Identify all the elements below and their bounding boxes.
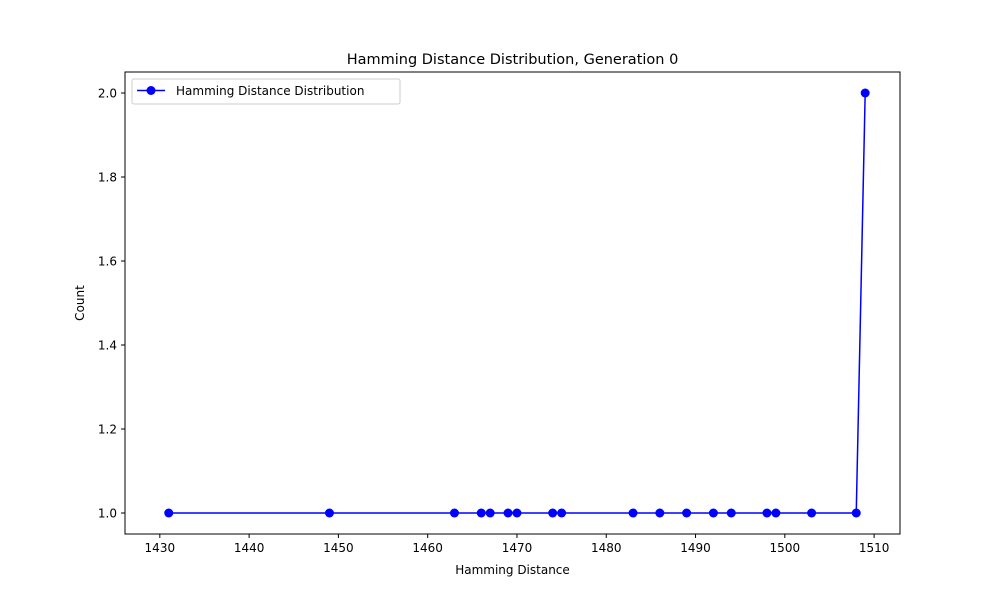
legend-box — [131, 78, 401, 105]
x-tick-label: 1450 — [323, 541, 354, 555]
data-point — [512, 508, 522, 518]
y-axis-label: Count — [73, 285, 87, 321]
data-point — [655, 508, 665, 518]
axes-frame — [124, 71, 901, 535]
y-tick-label: 1.2 — [98, 423, 117, 437]
data-point — [807, 508, 817, 518]
x-axis-label: Hamming Distance — [455, 563, 570, 577]
data-point — [476, 508, 486, 518]
legend-label: Hamming Distance Distribution — [176, 84, 364, 98]
y-tick-label: 1.6 — [98, 255, 117, 269]
plot-area: 1430 1440 1450 1460 1470 1480 1490 1500 1510 1.0… — [98, 71, 901, 555]
legend: Hamming Distance Distribution — [131, 78, 401, 105]
legend-marker-swatch — [146, 86, 156, 95]
y-tick-label: 1.4 — [98, 339, 117, 353]
data-point — [485, 508, 495, 518]
data-point — [628, 508, 638, 518]
x-tick-label: 1480 — [591, 541, 622, 555]
data-point — [164, 508, 174, 518]
data-point — [548, 508, 558, 518]
x-tick-label: 1470 — [502, 541, 533, 555]
data-point — [771, 508, 781, 518]
series-layer — [164, 88, 870, 518]
data-point — [762, 508, 772, 518]
x-tick-label: 1500 — [770, 541, 801, 555]
data-point — [682, 508, 692, 518]
data-point — [726, 508, 736, 518]
chart-title: Hamming Distance Distribution, Generatio… — [347, 52, 679, 68]
data-point — [449, 508, 459, 518]
data-point — [557, 508, 567, 518]
x-tick-label: 1510 — [859, 541, 890, 555]
data-point — [860, 88, 870, 98]
y-tick-label: 1.8 — [98, 171, 117, 185]
x-tick-label: 1440 — [234, 541, 265, 555]
x-tick-label: 1460 — [412, 541, 443, 555]
y-tick-label: 1.0 — [98, 507, 117, 521]
y-tick-label: 2.0 — [98, 87, 117, 101]
data-point — [851, 508, 861, 518]
y-axis: 1.0 1.2 1.4 1.6 1.8 2.0 — [98, 87, 125, 521]
data-point — [324, 508, 334, 518]
x-axis: 1430 1440 1450 1460 1470 1480 1490 1500 1510 — [145, 534, 890, 555]
x-tick-label: 1430 — [145, 541, 176, 555]
x-tick-label: 1490 — [680, 541, 711, 555]
data-point — [708, 508, 718, 518]
data-point — [503, 508, 513, 518]
